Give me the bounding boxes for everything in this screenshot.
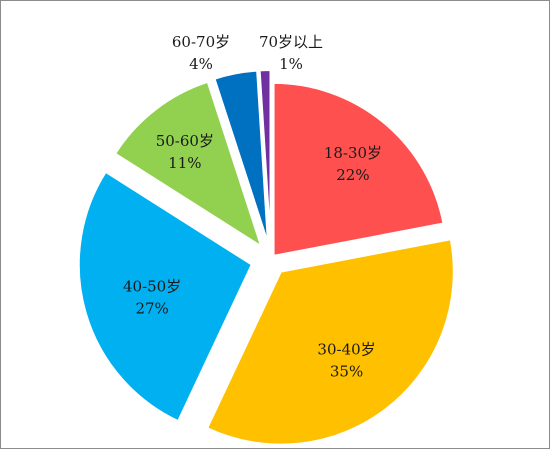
slice-category-label: 18-30岁 — [324, 144, 382, 162]
slice-category-label: 50-60岁 — [156, 132, 214, 150]
slice-category-label: 30-40岁 — [317, 340, 375, 358]
slice-label-3: 40-50岁 27% — [123, 278, 181, 318]
pie-slice-6 — [258, 69, 272, 244]
slice-category-label: 40-50岁 — [123, 278, 181, 296]
slice-category-label: 70岁以上 — [259, 33, 323, 51]
pie-slice-3 — [77, 170, 254, 423]
slice-percent-label: 35% — [330, 362, 363, 380]
pie-slices — [77, 69, 455, 446]
slice-label-5: 60-70岁 4% — [172, 33, 230, 73]
slice-percent-label: 22% — [336, 166, 369, 184]
slice-label-6: 70岁以上 1% — [259, 33, 323, 73]
pie-slice-4 — [113, 80, 264, 249]
slice-label-2: 30-40岁 35% — [317, 340, 375, 380]
pie-slice-1 — [272, 81, 445, 258]
pie-slice-5 — [213, 69, 270, 244]
slice-percent-label: 1% — [279, 55, 303, 73]
pie-slice-2 — [205, 238, 455, 446]
slice-category-label: 60-70岁 — [172, 33, 230, 51]
slice-label-1: 18-30岁 22% — [324, 144, 382, 184]
slice-label-4: 50-60岁 11% — [156, 132, 214, 172]
pie-labels: 18-30岁 22% 30-40岁 35% 40-50岁 27% 50-60岁 11% 60-7… — [123, 33, 382, 380]
slice-percent-label: 27% — [135, 300, 168, 318]
slice-percent-label: 11% — [168, 154, 201, 172]
slice-percent-label: 4% — [189, 55, 213, 73]
